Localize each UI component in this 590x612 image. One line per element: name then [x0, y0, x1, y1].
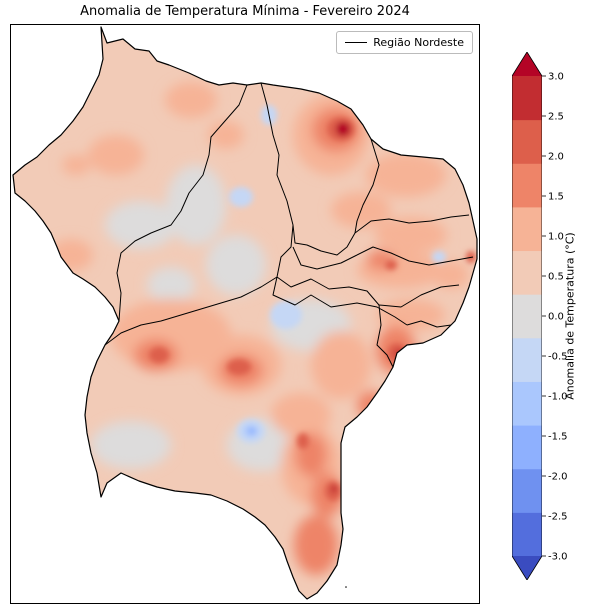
colorbar-label: Anomalia de Temperatura (°C): [563, 232, 577, 400]
colorbar-tick-label: -3.0: [548, 552, 568, 563]
colorbar-bin: [512, 76, 542, 121]
legend-label: Região Nordeste: [373, 36, 464, 49]
colorbar: [512, 52, 542, 580]
colorbar-tick-label: -0.5: [548, 352, 568, 363]
colorbar-bin: [512, 337, 542, 382]
colorbar-bin: [512, 163, 542, 208]
legend-line-icon: [345, 42, 368, 43]
colorbar-tick-label: 3.0: [548, 72, 564, 83]
colorbar-extend-max: [512, 52, 542, 76]
colorbar-bin: [512, 250, 542, 295]
colorbar-ticks: 3.0 2.5 2.0 1.5 1.0 0.5 0.0 -0.5 -1.0 -1.5 -2.0 -2.…: [542, 72, 568, 563]
map-legend: Região Nordeste: [336, 31, 473, 54]
state-borders: [104, 82, 474, 368]
colorbar-tick-label: 2.0: [548, 152, 564, 163]
anomaly-map: [12, 26, 478, 600]
colorbar-bin: [512, 512, 542, 557]
colorbar-tick-label: 0.5: [548, 272, 564, 283]
colorbar-tick-label: -1.5: [548, 432, 568, 443]
colorbar-bin: [512, 381, 542, 426]
colorbar-tick-label: 1.0: [548, 232, 564, 243]
colorbar-body: [512, 52, 542, 580]
island-mark: [345, 586, 347, 588]
colorbar-tick-label: -2.5: [548, 512, 568, 523]
map-title: Anomalia de Temperatura Mínima - Feverei…: [80, 4, 410, 19]
anomaly-field: [13, 27, 477, 599]
colorbar-extend-min: [512, 556, 542, 580]
colorbar-bin: [512, 468, 542, 513]
colorbar-tick-label: -1.0: [548, 392, 568, 403]
colorbar-tick-label: -2.0: [548, 472, 568, 483]
colorbar-bin: [512, 425, 542, 470]
colorbar-bin: [512, 206, 542, 252]
colorbar-tick-label: 0.0: [548, 312, 564, 323]
colorbar-bin: [512, 294, 542, 339]
region-outline: [12, 26, 478, 600]
map-panel: Região Nordeste: [10, 24, 480, 604]
colorbar-tick-label: 2.5: [548, 112, 564, 123]
colorbar-bin: [512, 119, 542, 164]
colorbar-tick-label: 1.5: [548, 192, 564, 203]
